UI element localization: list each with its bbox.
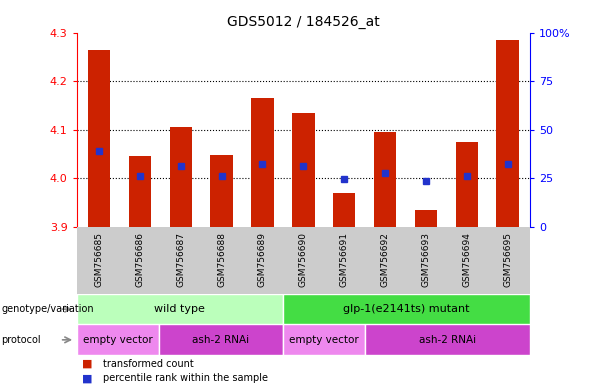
- Text: ash-2 RNAi: ash-2 RNAi: [419, 335, 476, 345]
- Text: GSM756689: GSM756689: [258, 232, 267, 287]
- Bar: [77, 294, 283, 324]
- Text: transformed count: transformed count: [103, 359, 194, 369]
- Title: GDS5012 / 184526_at: GDS5012 / 184526_at: [227, 15, 380, 29]
- Text: GSM756685: GSM756685: [95, 232, 104, 287]
- Bar: [159, 324, 283, 355]
- Text: ■: ■: [82, 373, 93, 383]
- Text: glp-1(e2141ts) mutant: glp-1(e2141ts) mutant: [343, 304, 469, 314]
- Bar: [283, 294, 530, 324]
- Text: ■: ■: [82, 359, 93, 369]
- Bar: [128, 156, 151, 227]
- Text: GSM756695: GSM756695: [503, 232, 512, 287]
- Bar: [497, 40, 519, 227]
- Text: empty vector: empty vector: [289, 335, 359, 345]
- Text: GSM756688: GSM756688: [217, 232, 226, 287]
- Text: GSM756687: GSM756687: [176, 232, 186, 287]
- Text: ash-2 RNAi: ash-2 RNAi: [193, 335, 249, 345]
- Bar: [283, 324, 365, 355]
- Bar: [252, 98, 274, 227]
- Bar: [292, 113, 315, 227]
- Bar: [455, 142, 478, 227]
- Text: GSM756686: GSM756686: [135, 232, 144, 287]
- Text: percentile rank within the sample: percentile rank within the sample: [103, 373, 268, 383]
- Text: GSM756694: GSM756694: [462, 232, 471, 287]
- Bar: [170, 127, 192, 227]
- Text: GSM756690: GSM756690: [299, 232, 308, 287]
- Bar: [365, 324, 530, 355]
- Text: GSM756693: GSM756693: [421, 232, 431, 287]
- Bar: [333, 193, 355, 227]
- Text: GSM756691: GSM756691: [340, 232, 349, 287]
- Text: GSM756692: GSM756692: [380, 232, 389, 287]
- Bar: [415, 210, 437, 227]
- Text: protocol: protocol: [1, 335, 41, 345]
- Bar: [88, 50, 110, 227]
- Bar: [210, 155, 233, 227]
- Text: empty vector: empty vector: [83, 335, 153, 345]
- Bar: [374, 132, 396, 227]
- Bar: [77, 324, 159, 355]
- Text: wild type: wild type: [154, 304, 205, 314]
- Text: genotype/variation: genotype/variation: [1, 304, 94, 314]
